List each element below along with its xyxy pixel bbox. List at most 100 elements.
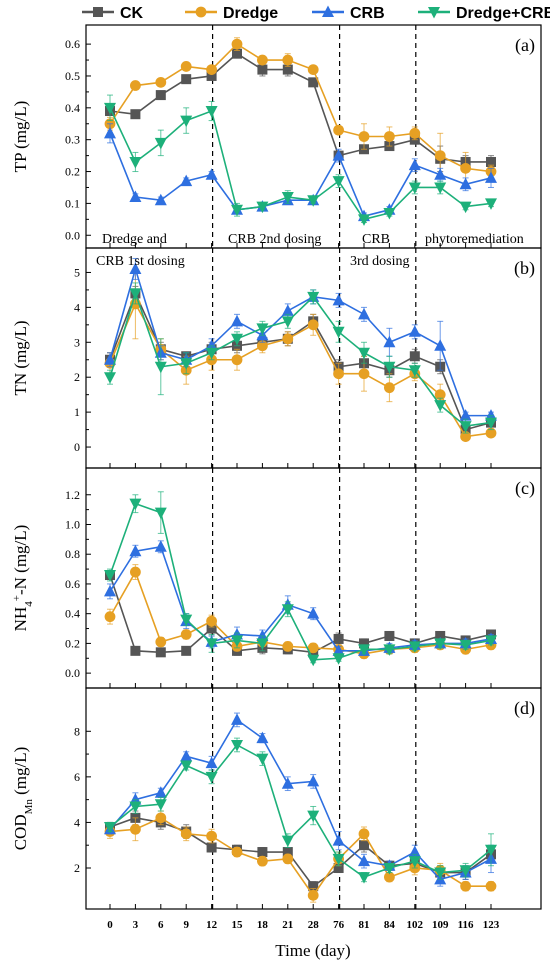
data-point [307,889,319,901]
data-point [307,64,319,75]
legend-label: Dredge [223,5,278,22]
data-point [129,262,142,274]
data-point [383,361,396,374]
data-point [129,801,142,813]
panel-b: 0 1 2 3 4 5 TN (mg/L) (b) [11,247,542,469]
y-tick-label: 2 [74,370,80,384]
series-dredge [104,810,497,903]
data-point [231,204,243,217]
x-tick-label: 76 [333,919,345,931]
series-dredgecrb [104,491,497,667]
panel-label: (d) [514,698,535,719]
data-point [104,126,116,139]
y-label-rest: (mg/L) [11,747,30,799]
data-point [485,198,497,210]
data-point [384,630,395,641]
y-tick-label: 1 [74,405,80,419]
data-point [282,853,294,865]
legend-marker [428,7,440,19]
data-point [205,168,218,180]
data-point [231,38,243,50]
data-point [130,566,141,578]
x-axis: 0 3 6 9 12 15 18 21 28 76 81 84 102 109 116 123 Time (da… [107,919,500,960]
data-point [282,333,294,345]
legend-label: Dredge+CRB [456,5,550,22]
data-point [332,149,345,161]
data-point [257,847,268,858]
data-point [231,739,243,752]
data-point [206,842,217,853]
data-point [129,544,142,557]
data-point [180,358,193,370]
legend-item: CK [82,5,144,22]
panel-label: (a) [515,35,535,56]
data-point [130,645,141,656]
data-point [460,162,471,174]
data-point [206,615,218,627]
data-point [358,872,370,884]
data-point [358,347,370,360]
y-label-sub: Mn [23,799,35,815]
phase-label: phytoremediation [425,232,524,247]
data-point [358,214,370,226]
legend-marker [195,6,207,18]
data-point [358,307,370,320]
data-point [231,846,243,858]
series-line [109,52,491,163]
data-point [307,654,320,667]
data-point [155,812,167,824]
data-point [332,293,345,306]
data-point [129,498,142,511]
data-point [485,880,497,892]
data-point [206,623,217,634]
series-dredgecrb [104,282,497,434]
data-point [206,64,218,75]
series-line [109,570,492,655]
data-point [333,124,344,136]
y-tick-label: 0.0 [65,666,80,680]
x-tick-label: 0 [107,919,113,931]
x-tick-label: 84 [384,919,396,931]
data-point [485,171,497,183]
series-line [109,502,492,661]
data-point [180,828,192,840]
x-tick-label: 123 [483,919,500,931]
y-tick-label: 0.6 [65,577,80,591]
y-tick-label: 3 [74,335,80,349]
data-point [408,158,421,171]
data-point [332,853,345,866]
data-point [307,195,320,207]
data-point [383,207,396,220]
y-tick-label: 0.8 [65,547,80,561]
panel-c: 0.0 0.2 0.4 0.6 0.8 1.0 1.2 NH4+-N (mg/L) (c) [11,467,542,689]
data-point [155,76,167,88]
data-point [383,644,396,656]
data-point [180,174,193,187]
data-point [205,771,218,784]
phase-label: CRB 2nd dosing [228,232,321,247]
y-tick-label: 5 [74,265,80,279]
data-point [332,653,345,665]
data-point [104,353,116,365]
data-point [154,361,167,374]
data-point [434,168,447,180]
phase-label: CRB 1st dosing [96,254,185,269]
data-point [434,150,446,162]
data-point [231,354,243,366]
data-point [434,389,446,401]
y-label-sub: 4 [23,601,35,607]
data-point [257,855,268,867]
data-point [205,347,218,360]
data-point [485,635,497,647]
data-point [434,339,447,351]
data-point [129,288,142,300]
series-line [109,743,492,878]
data-point [281,604,294,616]
series-line [109,718,492,881]
data-point [459,201,472,214]
series-dredge [104,37,497,185]
y-tick-label: 8 [74,724,80,738]
data-point [232,48,242,59]
data-point [180,749,193,762]
